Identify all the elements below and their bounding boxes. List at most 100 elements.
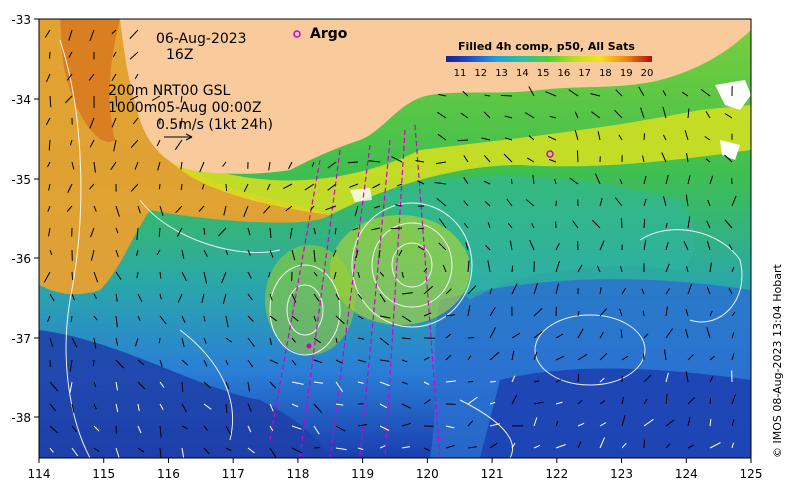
current-vector (70, 315, 73, 322)
y-tick-label: -35 (11, 173, 31, 187)
current-vector (115, 381, 118, 391)
current-vector (158, 337, 161, 344)
current-vector (266, 183, 271, 191)
current-vector (89, 139, 95, 148)
current-vector (683, 241, 689, 251)
current-vector (115, 447, 120, 458)
current-vector (283, 183, 293, 190)
current-vector (709, 376, 714, 383)
current-vector (687, 175, 691, 185)
current-vector (180, 183, 183, 191)
x-axis: 114 115 116 117 118 119 120 121 122 123 124 125 (28, 458, 762, 481)
current-vector (379, 425, 390, 431)
current-vector (511, 332, 521, 339)
current-vector (577, 422, 585, 427)
current-vector (395, 204, 403, 207)
current-vector (467, 355, 472, 361)
colorbar-title: Filled 4h comp, p50, All Sats (458, 40, 635, 53)
current-vector (423, 447, 430, 452)
current-vector (47, 205, 51, 212)
current-vector (90, 249, 95, 261)
current-vector (577, 441, 582, 449)
current-vector (175, 205, 183, 214)
current-vector (687, 108, 690, 119)
current-vector (49, 425, 59, 434)
current-vector (247, 337, 255, 347)
current-vector (642, 155, 645, 163)
colorbar-tick-label: 18 (599, 68, 612, 79)
current-vector (49, 95, 52, 108)
current-vector (159, 381, 165, 388)
current-vector (487, 260, 491, 273)
current-vector (135, 337, 139, 347)
current-vector (665, 174, 669, 185)
argo-marker-icon (293, 30, 301, 38)
current-vector (379, 337, 390, 346)
current-vector (45, 117, 51, 126)
current-vector (159, 315, 167, 325)
current-vector (731, 442, 734, 449)
current-vector (533, 331, 543, 339)
current-vector (93, 205, 97, 212)
current-vector (599, 352, 608, 361)
current-vector (574, 130, 579, 141)
current-vector (181, 403, 187, 413)
current-vector (620, 329, 623, 339)
current-vector (291, 381, 304, 385)
colorbar-tick-label: 15 (537, 68, 550, 79)
current-vector (247, 315, 254, 322)
current-vector (621, 442, 627, 449)
current-vector (291, 425, 302, 430)
current-vector (533, 307, 543, 317)
current-vector (115, 95, 118, 107)
current-vector (467, 260, 470, 273)
current-vector (599, 240, 605, 251)
current-vector (568, 89, 579, 97)
current-vector (489, 327, 496, 339)
current-vector (665, 372, 669, 383)
current-vector (113, 139, 117, 152)
current-vector (709, 262, 712, 273)
current-vector (467, 285, 477, 295)
current-vector (243, 183, 249, 193)
current-vector (180, 117, 183, 129)
current-vector (225, 315, 229, 328)
current-vector (401, 381, 408, 385)
current-vector (415, 160, 425, 163)
current-vector (724, 154, 733, 163)
current-vector (203, 271, 208, 284)
current-vector (93, 315, 98, 321)
current-vector (507, 222, 513, 229)
current-vector (46, 73, 51, 83)
current-vector (291, 315, 299, 322)
current-vector (417, 180, 425, 185)
current-vector (130, 139, 139, 149)
current-vector (137, 381, 146, 390)
current-vector (709, 442, 721, 449)
depth-label: 200m NRT00 GSL (108, 83, 231, 99)
x-tick-label: 116 (157, 467, 180, 481)
plot-area (39, 19, 751, 458)
current-vector (396, 183, 403, 187)
current-vector (269, 227, 272, 239)
current-vector (180, 95, 183, 103)
current-vector (47, 161, 51, 168)
current-vector (64, 95, 73, 104)
current-vector (374, 205, 381, 209)
current-vector (379, 381, 390, 387)
current-vector (664, 349, 667, 361)
colorbar (446, 56, 652, 62)
current-vector (111, 73, 117, 82)
current-vector (89, 29, 95, 42)
current-vector (621, 396, 624, 405)
current-vector (731, 353, 735, 361)
current-vector (467, 396, 478, 405)
current-vector (681, 91, 689, 97)
current-vector (222, 161, 227, 167)
current-vector (313, 271, 318, 277)
current-vector (177, 293, 183, 303)
current-vector (129, 51, 139, 60)
current-vector (401, 292, 413, 295)
current-vector (225, 359, 229, 366)
colorbar-tick-label: 13 (495, 68, 508, 79)
